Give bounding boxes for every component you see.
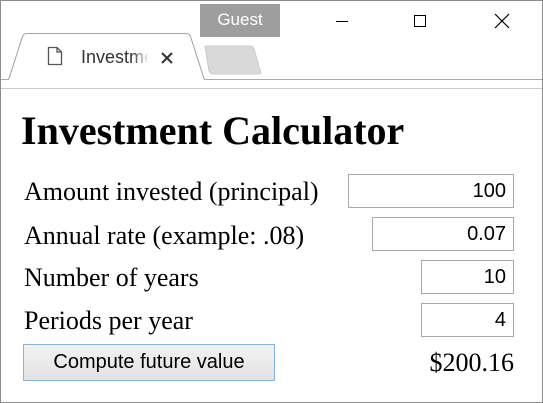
page-icon	[47, 46, 63, 66]
tab-title: Investment Calculator	[81, 47, 149, 67]
title-bar: Guest Investment C	[1, 1, 542, 89]
tab-shape	[8, 33, 205, 81]
compute-future-value-button[interactable]: Compute future value	[23, 344, 275, 381]
years-input[interactable]	[421, 260, 514, 294]
tab-strip-border	[1, 79, 542, 80]
guest-profile-badge[interactable]: Guest	[200, 4, 280, 37]
close-icon	[494, 13, 510, 29]
annual-rate-label: Annual rate (example: .08)	[24, 221, 305, 250]
maximize-icon	[414, 15, 426, 27]
close-icon[interactable]	[159, 50, 175, 66]
toolbar-divider	[1, 88, 542, 89]
periods-label: Periods per year	[24, 306, 193, 335]
annual-rate-input[interactable]	[372, 217, 514, 251]
minimize-icon	[336, 21, 348, 22]
minimize-button[interactable]	[319, 1, 365, 41]
maximize-button[interactable]	[397, 1, 443, 41]
periods-input[interactable]	[421, 303, 514, 337]
principal-input[interactable]	[348, 174, 514, 208]
new-tab-button[interactable]	[202, 45, 262, 75]
page-title: Investment Calculator	[21, 108, 405, 153]
future-value-result: $200.16	[429, 348, 515, 377]
tab-investment-calculator[interactable]: Investment Calculator	[8, 33, 212, 81]
principal-label: Amount invested (principal)	[24, 177, 319, 206]
years-label: Number of years	[24, 263, 199, 292]
close-window-button[interactable]	[479, 1, 525, 41]
